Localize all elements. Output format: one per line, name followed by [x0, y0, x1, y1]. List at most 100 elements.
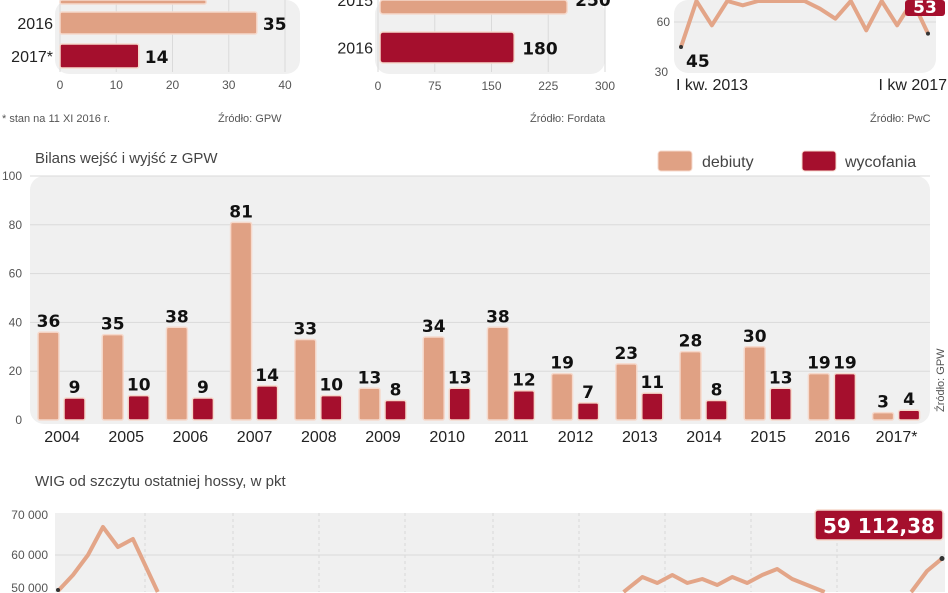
x-tick-label: 0	[375, 79, 382, 93]
x-tick-label: 2012	[558, 429, 594, 446]
panel	[674, 0, 936, 73]
x-tick-label: 2016	[815, 429, 851, 446]
bar	[379, 31, 515, 64]
category-label: 2015	[337, 0, 373, 10]
data-label: 13	[769, 368, 793, 388]
data-label: 12	[512, 371, 536, 391]
data-label: 19	[833, 354, 857, 374]
source-gpw-middle: Źródło: GPW	[934, 348, 947, 412]
x-tick-label: 2009	[365, 429, 401, 446]
x-tick-label: 20	[166, 78, 180, 92]
x-tick-label: 2008	[301, 429, 337, 446]
source-gpw-top: Źródło: GPW	[218, 112, 282, 125]
bar-debiuty	[807, 372, 831, 421]
data-label: 250	[575, 0, 611, 11]
category-label: 2017*	[11, 49, 53, 66]
data-label: 38	[165, 307, 189, 327]
wig-line	[56, 525, 160, 593]
y-tick-label: 100	[2, 169, 22, 183]
x-tick-label: 150	[481, 79, 501, 93]
data-label: 45	[686, 52, 710, 72]
data-label: 81	[229, 202, 253, 222]
data-label: 33	[293, 319, 317, 339]
footnote: * stan na 11 XI 2016 r.	[2, 113, 110, 125]
data-point	[926, 31, 930, 36]
y-tick-label: 80	[9, 218, 23, 232]
data-label: 3	[877, 393, 889, 413]
data-label: 9	[69, 378, 81, 398]
bar-wycofania	[512, 389, 536, 421]
legend-label-wycofania: wycofania	[844, 154, 916, 171]
series-line	[679, 0, 930, 48]
x-tick-label: 75	[428, 79, 442, 93]
value-box	[814, 509, 944, 541]
data-label: 9	[197, 378, 209, 398]
bar-wycofania	[191, 397, 215, 421]
data-label: 38	[486, 307, 510, 327]
last-value-label: 59 112,38	[823, 514, 935, 538]
x-tick-label: 10	[110, 78, 124, 92]
y-tick-label: 30	[655, 65, 669, 79]
x-tick-label: 2010	[429, 429, 465, 446]
data-label: 34	[422, 317, 446, 337]
bar	[59, 0, 207, 5]
data-label: 23	[614, 344, 638, 364]
data-label: 11	[640, 373, 664, 393]
y-tick-label: 70 000	[11, 508, 48, 522]
x-tick-label: 2005	[108, 429, 144, 446]
bar-debiuty	[101, 333, 124, 421]
panel	[30, 176, 930, 424]
bar-debiuty	[615, 363, 638, 421]
data-label: 30	[743, 327, 767, 347]
x-tick-label: 2011	[494, 429, 529, 446]
bar-wycofania	[63, 397, 86, 421]
x-tick-label: I kw. 2013	[676, 77, 748, 94]
bar-wycofania	[641, 392, 664, 421]
bar-debiuty	[165, 326, 189, 421]
y-tick-label: 60	[657, 15, 671, 29]
legend-swatch-wycofania	[801, 150, 837, 172]
chart-wig: 50 000 60 000 70 000 59 112,38	[11, 508, 945, 593]
y-tick-label: 50 000	[11, 581, 48, 593]
x-tick-label: 2006	[173, 429, 209, 446]
bar	[59, 11, 258, 35]
x-tick-label: 30	[222, 78, 236, 92]
bar-debiuty	[358, 387, 381, 421]
y-tick-label: 60 000	[11, 548, 48, 562]
x-tick-label: 2013	[622, 429, 658, 446]
y-tick-label: 60	[9, 267, 23, 281]
bar-wycofania	[769, 387, 792, 421]
data-label: 8	[390, 380, 402, 400]
data-label: 8	[711, 380, 723, 400]
bar	[379, 0, 568, 15]
bar-debiuty	[294, 338, 317, 421]
middle-chart-title: Bilans wejść i wyjść z GPW	[35, 150, 218, 167]
data-point	[939, 556, 945, 562]
data-label: 36	[37, 312, 61, 332]
data-label: 7	[582, 383, 594, 403]
bar	[59, 43, 140, 69]
bar-wycofania	[833, 372, 857, 421]
bar-wycofania	[448, 387, 471, 421]
bar-debiuty	[743, 346, 766, 421]
data-label: 14	[145, 48, 169, 68]
bar-wycofania	[320, 394, 343, 421]
x-tick-label: 300	[595, 79, 615, 93]
bar-debiuty	[486, 326, 510, 421]
bar-wycofania	[705, 399, 728, 421]
chart-fordata: 0 75 150 225 300 2015 250 2016 180	[337, 0, 615, 93]
x-tick-label: 2015	[750, 429, 786, 446]
bar-wycofania	[576, 402, 600, 421]
chart-debuts-withdrawals: 0 20 40 60 80 100 debiuty wycofania 36 9 2004 35 10 2…	[2, 150, 930, 446]
bar-debiuty	[679, 350, 702, 421]
bar-wycofania	[897, 409, 921, 421]
data-label: 19	[550, 354, 574, 374]
data-label: 19	[807, 354, 831, 374]
data-point	[679, 45, 683, 49]
data-label: 14	[255, 366, 279, 386]
data-label: 28	[679, 332, 703, 352]
wig-chart-title: WIG od szczytu ostatniej hossy, w pkt	[35, 473, 286, 490]
x-tick-label: 225	[538, 79, 558, 93]
bar-debiuty	[229, 221, 253, 421]
